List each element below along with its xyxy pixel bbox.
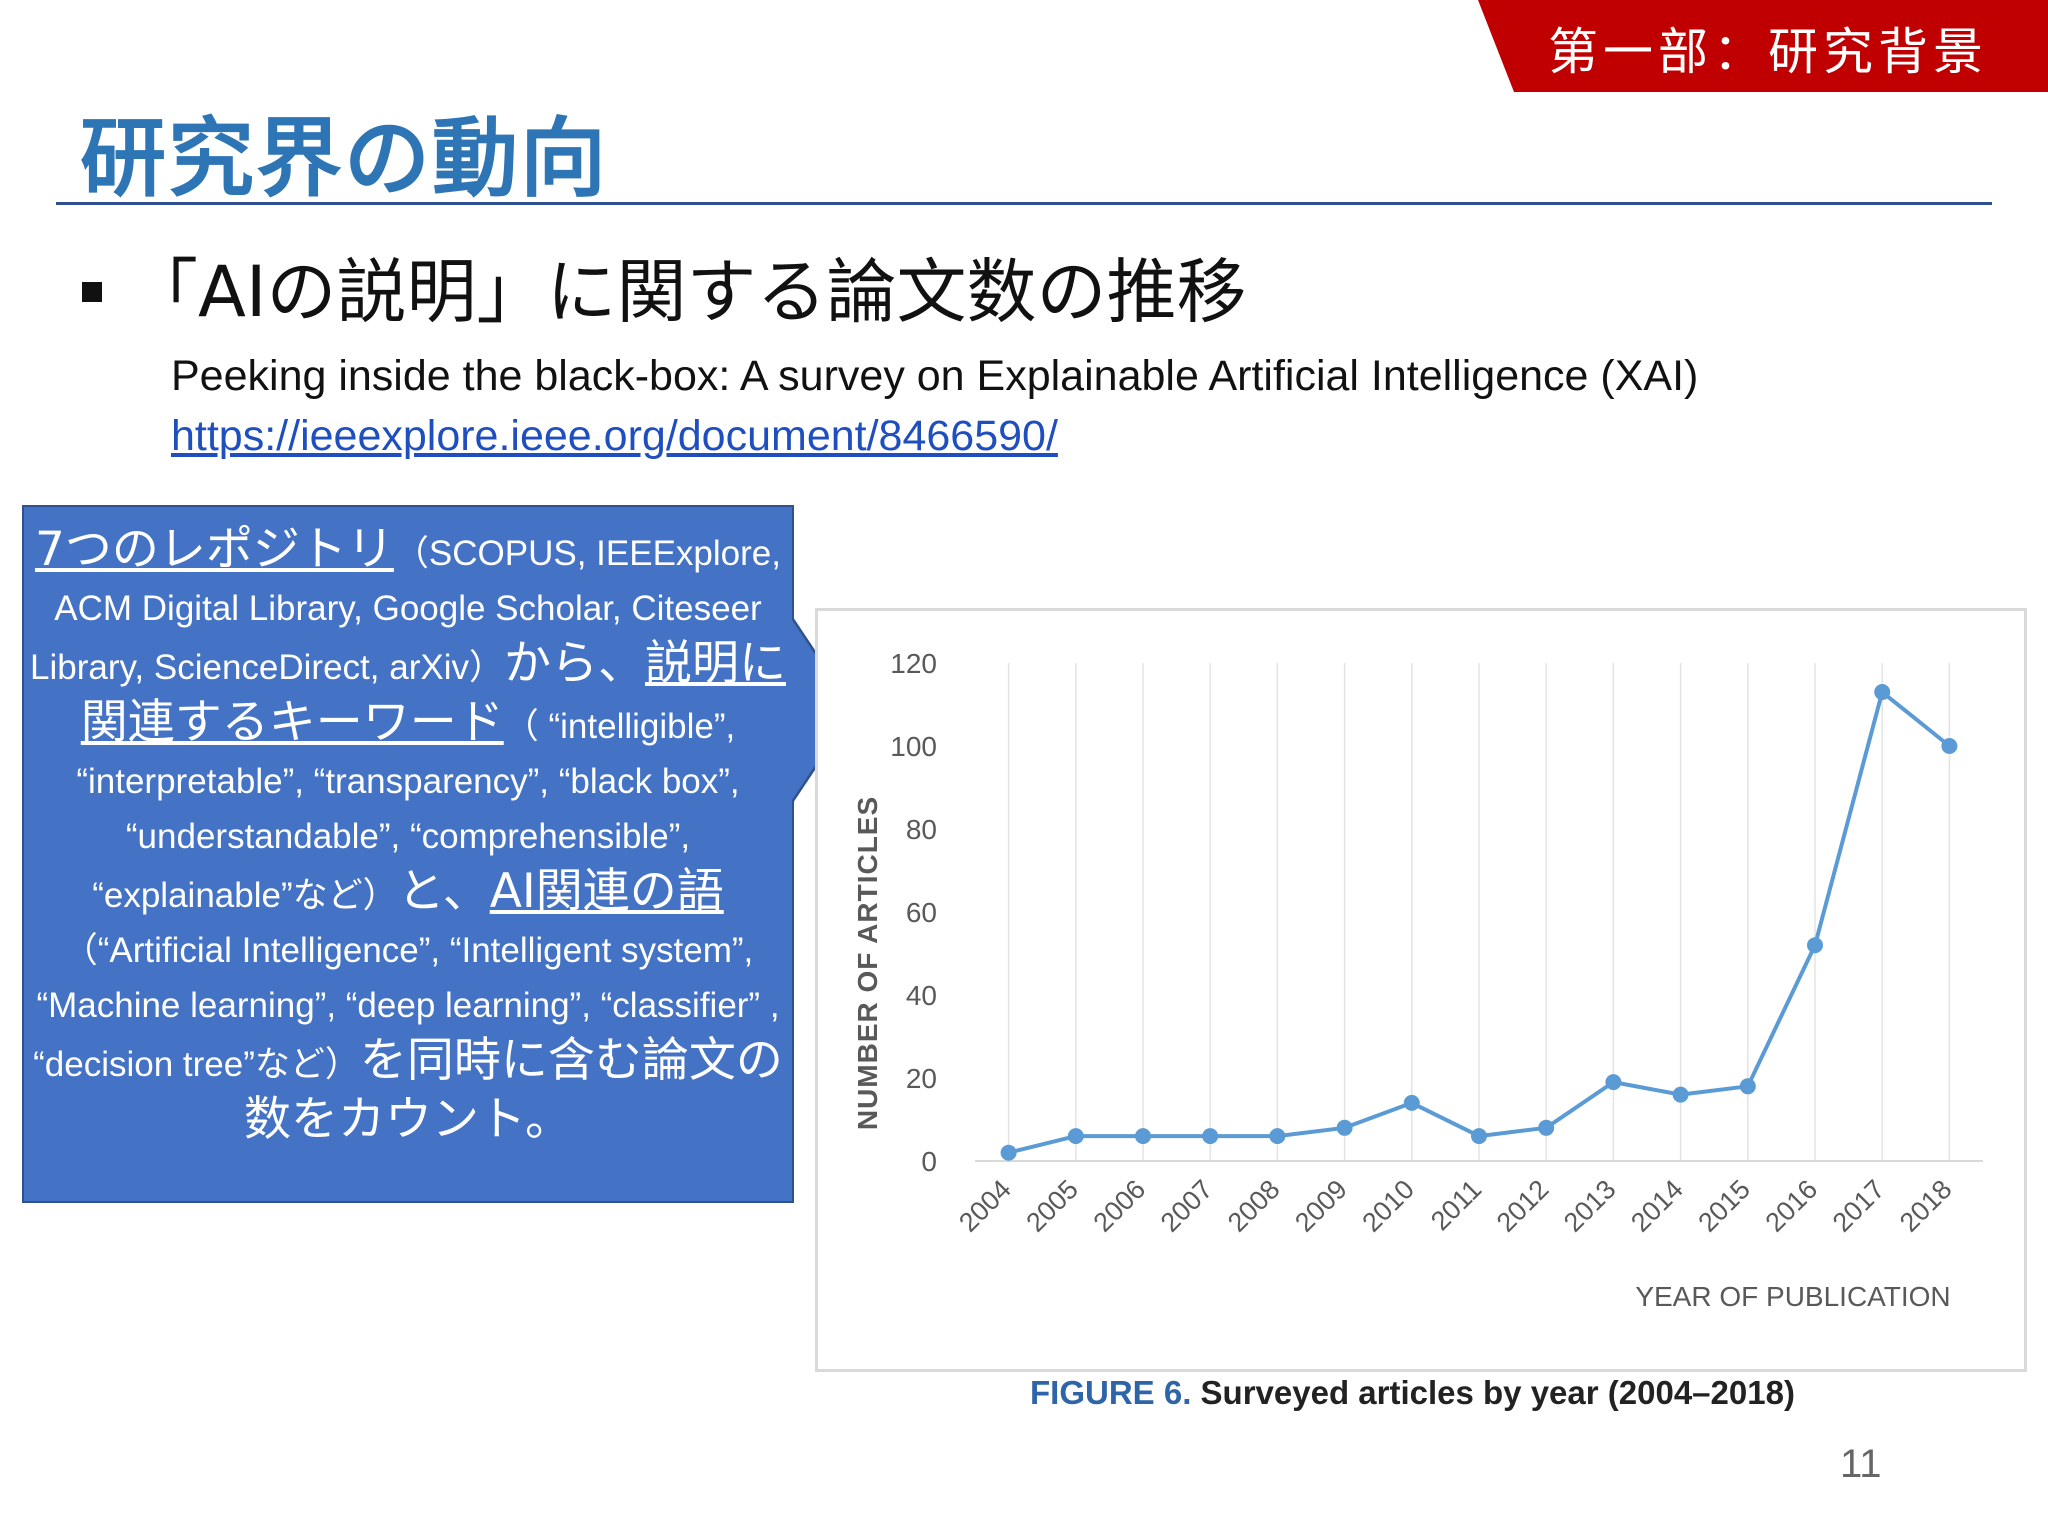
figure-caption-label: FIGURE 6. [1030,1374,1192,1411]
reference-title: Peeking inside the black-box: A survey o… [171,352,1699,400]
articles-by-year-chart: 0 20 40 60 80 100 120 2004 2005 2006 2007 2008 2009… [852,648,1983,1312]
x-tick-label: 2014 [1625,1174,1689,1238]
data-point [1672,1086,1689,1103]
x-tick-label: 2012 [1491,1174,1555,1238]
bullet-square-icon [82,282,102,302]
callout-ai-terms-link: AI関連の語 [489,864,724,919]
callout-repositories-list: （SCOPUS, IEEExplore, ACM Digital Library… [30,534,781,687]
data-point [1538,1119,1555,1136]
x-axis-label: YEAR OF PUBLICATION [1635,1281,1950,1312]
y-tick-label: 20 [906,1063,937,1094]
callout-text: 7つのレポジトリ（SCOPUS, IEEExplore, ACM Digital… [30,522,786,1151]
x-tick-label: 2009 [1289,1174,1353,1238]
y-axis-label: NUMBER OF ARTICLES [852,796,883,1130]
data-point [1000,1144,1017,1161]
callout-keywords-link: 説明に関連するキーワード [80,636,786,750]
data-point [1739,1078,1756,1095]
y-tick-label: 60 [906,897,937,928]
bullet-heading: 「AIの説明」に関する論文数の推移 [128,251,1247,333]
callout-connector-1: から、 [503,636,645,691]
y-tick-label: 0 [921,1146,937,1177]
x-tick-label: 2018 [1894,1174,1958,1238]
x-tick-label: 2016 [1760,1174,1824,1238]
reference-link[interactable]: https://ieeexplore.ieee.org/document/846… [171,412,1058,460]
x-tick-label: 2011 [1425,1174,1487,1236]
data-point [1471,1128,1487,1145]
x-tick-label: 2017 [1827,1174,1891,1238]
slide-title: 研究界の動向 [80,109,608,209]
y-tick-label: 40 [906,980,937,1011]
data-point [1202,1128,1219,1145]
figure-caption-text: Surveyed articles by year (2004–2018) [1191,1374,1795,1411]
data-point [1269,1128,1286,1145]
callout-conclusion: を同時に含む論文の数をカウント。 [243,1033,783,1147]
section-banner [1478,0,2048,92]
data-point [1874,684,1891,701]
title-divider [56,202,1992,205]
y-tick-label: 120 [890,648,937,679]
x-tick-label: 2010 [1356,1174,1420,1238]
x-tick-label: 2013 [1558,1174,1622,1238]
x-tick-label: 2005 [1020,1174,1084,1238]
callout-box [22,505,794,1203]
data-point [1336,1119,1353,1136]
chart-frame [815,608,2027,1372]
data-point [1941,738,1958,754]
x-tick-label: 2015 [1692,1174,1756,1238]
callout-connector-2: と、 [397,864,490,919]
x-tick-label: 2007 [1155,1174,1219,1238]
data-point [1807,937,1823,954]
x-tick-label: 2006 [1088,1174,1152,1238]
data-point [1067,1128,1084,1145]
figure-caption: FIGURE 6. Surveyed articles by year (200… [1030,1374,1795,1412]
y-tick-label: 80 [906,814,937,845]
data-point [1135,1128,1151,1145]
callout-ai-terms-list: （“Artificial Intelligence”, “Intelligent… [33,931,780,1084]
data-point [1403,1094,1420,1111]
section-banner-label: 第一部：研究背景 [1548,23,1988,81]
y-tick-label: 100 [890,731,937,762]
callout-keywords-list: （ “intelligible”, “interpretable”, “tran… [76,707,740,915]
callout-repositories-link: 7つのレポジトリ [35,522,394,577]
page-number: 11 [1840,1442,1882,1486]
data-point [1605,1074,1622,1091]
x-tick-label: 2004 [953,1174,1017,1238]
x-tick-label: 2008 [1222,1174,1286,1238]
